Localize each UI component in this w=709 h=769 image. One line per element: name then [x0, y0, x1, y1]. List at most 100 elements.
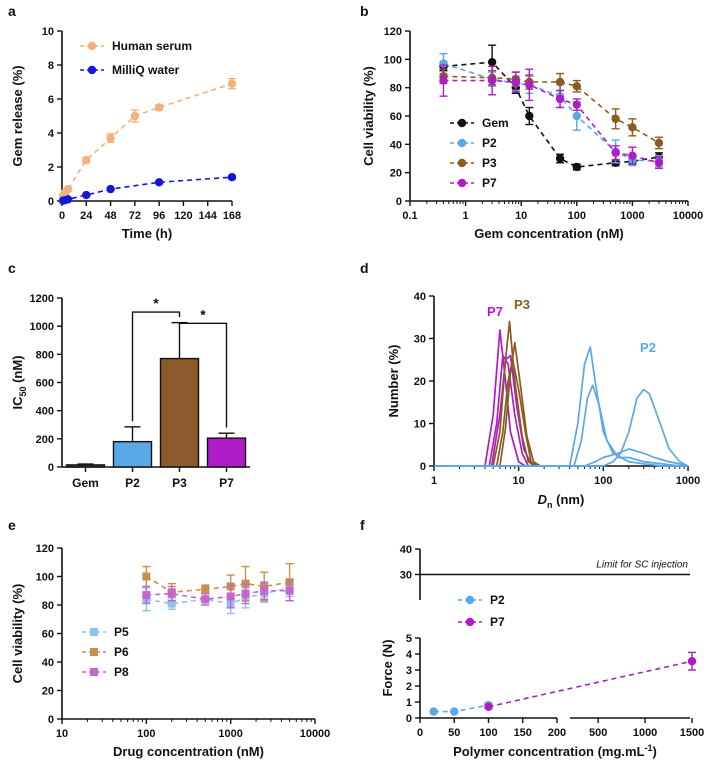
- panel-a-x-tick-label: 120: [174, 210, 192, 222]
- panel-f-legend-label: P7: [490, 615, 505, 629]
- panel-a-data-point: [82, 190, 91, 200]
- panel-c-category-label: Gem: [72, 476, 99, 490]
- panel-b-y-label: Cell viability (%): [361, 66, 376, 166]
- panel-b-data-point: [487, 76, 497, 85]
- panel-c-y-tick-label: 400: [36, 406, 54, 418]
- panel-d-x-tick-label: 1: [431, 475, 437, 487]
- panel-f: f 0 50 100 150 200 500 1000 1500 0 1 2 3 4 5 30 40 Limit …: [360, 517, 704, 759]
- panel-e-y-tick-label: 0: [48, 714, 54, 726]
- panel-c-y-tick-label: 1000: [30, 321, 54, 333]
- panel-d-y-tick-label: 0: [420, 461, 426, 473]
- panel-b-x-tick-label: 1000: [620, 210, 644, 222]
- panel-b-data-point: [439, 76, 448, 85]
- panel-b-data-point: [525, 80, 534, 90]
- panel-e-data-point: [167, 599, 176, 608]
- panel-c-y-tick-label: 800: [36, 349, 54, 361]
- panel-f-y-tick-label: 3: [406, 665, 412, 677]
- panel-e-y-tick-label: 20: [42, 686, 54, 698]
- panel-e-y-tick-label: 100: [36, 572, 54, 584]
- panel-b-data-point: [572, 162, 581, 172]
- panel-b-data-point: [555, 77, 565, 87]
- panel-e-legend-label: P5: [114, 625, 129, 639]
- panel-b-data-point: [654, 158, 664, 167]
- panel-f-y-tick-label: 2: [406, 681, 412, 693]
- panel-c: c 0 200 400 600 800 1000 1200 IC50 (nM) Gem P2 P3 P7…: [8, 260, 250, 490]
- panel-b-x-tick-label: 1: [463, 210, 469, 222]
- panel-a-y-tick-label: 10: [42, 26, 54, 38]
- panel-b-x-tick-label: 10: [515, 210, 527, 222]
- panel-f-x-tick-label: 100: [479, 727, 497, 739]
- panel-a-data-point: [106, 184, 115, 194]
- panel-e-legend-marker: [90, 628, 98, 636]
- panel-a-data-point: [227, 79, 237, 88]
- panel-c-y-tick-label: 600: [36, 378, 54, 390]
- panel-e-data-point: [167, 589, 176, 598]
- panel-b-legend-marker: [457, 178, 467, 188]
- panel-b-legend-label: P3: [482, 156, 497, 170]
- panel-b-y-tick-label: 40: [390, 139, 402, 151]
- panel-d-annotation: P2: [640, 340, 656, 355]
- panel-f-y-tick-label: 0: [406, 713, 412, 725]
- panel-c-bar: [112, 440, 153, 468]
- panel-a-y-tick-label: 2: [48, 162, 54, 174]
- panel-e: e 10 100 1000 10000 0 20 40 60 80 100 120 Cell viabi…: [8, 517, 330, 759]
- panel-b-data-point: [611, 148, 620, 158]
- panel-d-x-tick-label: 10: [513, 475, 525, 487]
- panel-e-data-point: [201, 585, 210, 594]
- panel-b-data-point: [572, 82, 581, 91]
- panel-b-series-line-0: [443, 61, 660, 168]
- panel-a-data-point: [154, 103, 164, 112]
- panel-b: b 0.1 1 10 100 1000 10000 0 20 40 60 80 100 120 Cell v…: [360, 3, 703, 241]
- panel-d-distribution-line: [499, 341, 541, 467]
- panel-a-x-tick-label: 144: [199, 210, 218, 222]
- panel-d-annotation: P7: [487, 304, 503, 319]
- panel-f-x-tick-label: 50: [448, 727, 460, 739]
- panel-b-x-label: Gem concentration (nM): [474, 226, 624, 241]
- panel-f-x-label: Polymer concentration (mg.mL-1): [453, 743, 657, 759]
- panel-d-x-label: Dn (nm): [538, 492, 585, 510]
- panel-e-y-tick-label: 80: [42, 600, 54, 612]
- panel-d-y-tick-label: 10: [414, 419, 426, 431]
- panel-e-legend-label: P6: [114, 645, 129, 659]
- panel-letter-f: f: [360, 517, 365, 533]
- panel-b-legend-marker: [457, 158, 467, 168]
- panel-a-data-point: [106, 133, 115, 143]
- panel-b-y-tick-label: 80: [390, 83, 402, 95]
- panel-a-data-point: [227, 173, 237, 182]
- panel-b-x-tick-label: 100: [568, 210, 586, 222]
- panel-f-data-point: [484, 702, 493, 711]
- panel-e-data-point: [142, 591, 151, 600]
- panel-b-data-point: [555, 94, 565, 104]
- panel-b-series-line-1: [443, 62, 659, 163]
- panel-letter-b: b: [360, 3, 369, 19]
- panel-f-data-point: [450, 707, 459, 716]
- panel-e-data-point: [201, 595, 210, 604]
- panel-a-y-tick-label: 4: [48, 128, 55, 140]
- panel-a-legend-marker: [87, 65, 97, 75]
- panel-b-legend-marker: [457, 118, 467, 128]
- panel-a-data-point: [63, 195, 73, 204]
- panel-c-y-tick-label: 0: [48, 462, 54, 474]
- panel-c-significance-star: *: [153, 295, 159, 311]
- panel-d-distribution-line: [434, 346, 688, 467]
- panel-a-y-tick-label: 0: [48, 196, 54, 208]
- panel-b-data-point: [555, 154, 565, 163]
- panel-f-x-tick-label: 500: [589, 727, 607, 739]
- panel-e-x-tick-label: 1000: [218, 728, 242, 740]
- panel-f-y-tick-label: 30: [400, 570, 412, 582]
- panel-d-y-tick-label: 40: [414, 291, 426, 303]
- panel-e-data-point: [226, 592, 235, 601]
- panel-b-legend-label: Gem: [482, 116, 509, 130]
- panel-b-data-point: [572, 100, 581, 109]
- panel-b-legend-label: P2: [482, 136, 497, 150]
- panel-d-distribution-line: [492, 320, 537, 467]
- panel-c-significance-star: *: [200, 306, 206, 322]
- panel-b-y-tick-label: 60: [390, 111, 402, 123]
- panel-d-y-tick-label: 30: [414, 334, 426, 346]
- panel-e-legend-marker: [90, 668, 98, 676]
- panel-letter-a: a: [8, 3, 16, 19]
- panel-a-x-tick-label: 168: [223, 210, 241, 222]
- panel-c-bar: [65, 464, 106, 468]
- panel-c-y-label: IC50 (nM): [10, 355, 28, 409]
- panel-e-data-point: [260, 586, 269, 595]
